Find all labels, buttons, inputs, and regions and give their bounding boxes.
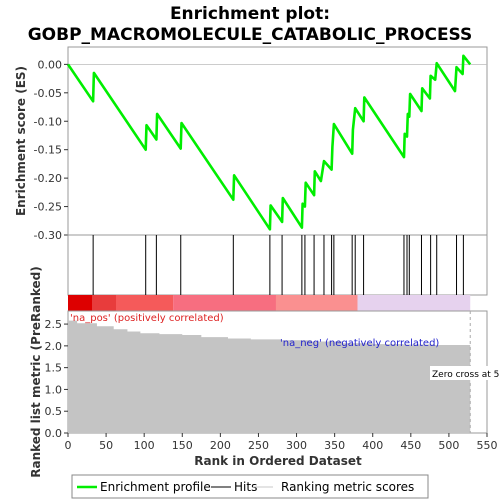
- heatmap-segment: [173, 295, 276, 311]
- legend-box: [71, 474, 429, 499]
- x-tick-label: 0: [65, 439, 72, 452]
- ranked-metric-area: [68, 320, 471, 433]
- rank-y-tick-label: 0.5: [45, 405, 63, 418]
- ranking-heatmap-bar: [68, 295, 471, 311]
- es-y-tick-label: -0.25: [34, 201, 62, 214]
- x-tick-label: 550: [477, 439, 498, 452]
- chart-title-line-1: Enrichment plot:: [170, 4, 330, 24]
- x-tick-label: 350: [324, 439, 345, 452]
- hits-panel: [67, 234, 488, 296]
- heatmap-segment: [92, 295, 116, 311]
- x-tick-label: 300: [286, 439, 307, 452]
- es-y-tick-label: -0.15: [34, 144, 62, 157]
- zero-cross-label: Zero cross at 528: [432, 370, 500, 380]
- rank-y-tick-label: 1.0: [45, 383, 63, 396]
- es-panel: 0.00 -0.05 -0.10 -0.15 -0.20 -0.25 -0.30: [34, 46, 488, 242]
- heatmap-segment: [275, 295, 358, 311]
- rank-panel: 0.0 0.5 1.0 1.5 2.0 2.5 'na_pos' (positively …: [45, 310, 500, 440]
- legend-label-enrichment-profile: Enrichment profile: [100, 480, 211, 494]
- x-axis-label: Rank in Ordered Dataset: [194, 454, 362, 468]
- rank-y-tick-label: 2.0: [45, 340, 63, 353]
- rank-axis: 0.0 0.5 1.0 1.5 2.0 2.5: [45, 318, 68, 440]
- es-y-axis-label: Enrichment score (ES): [14, 66, 28, 216]
- x-tick-label: 500: [438, 439, 459, 452]
- es-y-tick-label: -0.10: [34, 115, 62, 128]
- x-tick-label: 200: [210, 439, 231, 452]
- heatmap-segment: [115, 295, 174, 311]
- rank-y-tick-label: 2.5: [45, 318, 63, 331]
- x-tick-label: 50: [99, 439, 113, 452]
- legend-label-ranking-metric: Ranking metric scores: [281, 480, 414, 494]
- legend: Enrichment profile Hits Ranking metric s…: [71, 474, 429, 499]
- positive-correlation-label: 'na_pos' (positively correlated): [70, 313, 224, 324]
- enrichment-profile-line: [66, 54, 472, 231]
- es-y-tick-label: -0.20: [34, 172, 62, 185]
- heatmap-segment: [68, 295, 93, 311]
- x-tick-label: 100: [134, 439, 155, 452]
- chart-title-line-2: GOBP_MACROMOLECULE_CATABOLIC_PROCESS: [28, 25, 473, 45]
- x-tick-label: 150: [172, 439, 193, 452]
- es-panel-frame: [67, 46, 488, 236]
- x-tick-label: 400: [362, 439, 383, 452]
- es-y-tick-label: 0.00: [38, 58, 63, 71]
- negative-correlation-label: 'na_neg' (negatively correlated): [280, 338, 439, 349]
- es-axis: 0.00 -0.05 -0.10 -0.15 -0.20 -0.25 -0.30: [34, 58, 68, 242]
- legend-label-hits: Hits: [234, 480, 257, 494]
- x-tick-label: 450: [400, 439, 421, 452]
- x-axis: 0 50 100 150 200 250 300 350 400 450 500 550: [65, 433, 498, 452]
- rank-y-axis-label: Ranked list metric (PreRanked): [29, 266, 43, 478]
- x-tick-label: 250: [248, 439, 269, 452]
- hit-lines: [92, 235, 464, 295]
- rank-y-tick-label: 1.5: [45, 362, 63, 375]
- zero-cross-label-background: [430, 366, 492, 380]
- hits-panel-frame: [67, 234, 488, 296]
- rank-y-tick-label: 0.0: [45, 427, 63, 440]
- ranked-metric-fill: [68, 320, 471, 433]
- heatmap-segment: [357, 295, 471, 311]
- es-y-tick-label: -0.05: [34, 87, 62, 100]
- es-y-tick-label: -0.30: [34, 229, 62, 242]
